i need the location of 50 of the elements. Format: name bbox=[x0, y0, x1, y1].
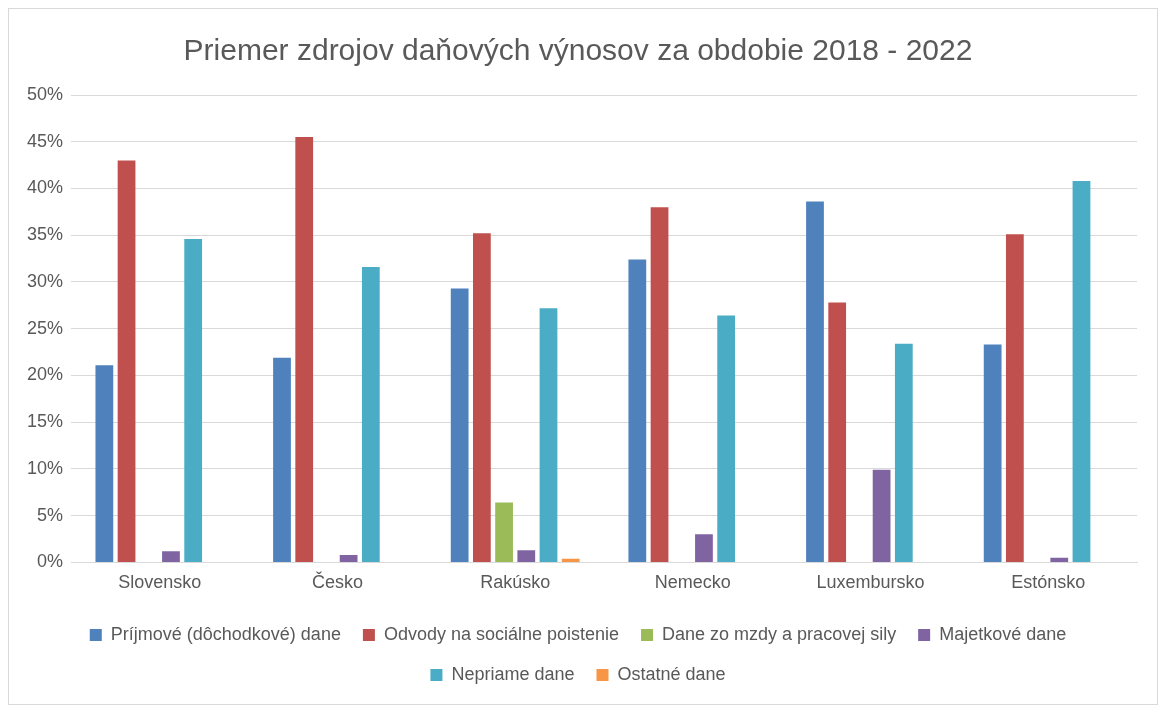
y-tick-label: 20% bbox=[27, 364, 64, 385]
bar bbox=[561, 558, 580, 562]
y-tick-label: 0% bbox=[37, 551, 64, 572]
bar bbox=[1050, 557, 1069, 562]
bar bbox=[628, 259, 647, 562]
y-tick-label: 25% bbox=[27, 317, 64, 338]
legend-label: Dane zo mzdy a pracovej sily bbox=[662, 623, 897, 644]
bar bbox=[539, 308, 558, 562]
bar bbox=[95, 365, 114, 562]
y-tick-label: 30% bbox=[27, 270, 64, 291]
bar bbox=[273, 357, 291, 562]
y-tick-label: 5% bbox=[37, 504, 64, 525]
bar bbox=[1005, 234, 1024, 562]
bar bbox=[983, 344, 1002, 562]
bar bbox=[650, 207, 669, 562]
chart-title: Priemer zdrojov daňových výnosov za obdobie 2018 - 2022 bbox=[183, 33, 973, 67]
bar bbox=[872, 469, 891, 562]
legend-label: Odvody na sociálne poistenie bbox=[383, 623, 620, 644]
x-tick-label: Luxembursko bbox=[816, 572, 925, 593]
bar bbox=[472, 233, 491, 562]
legend-label: Príjmové (dôchodkové) dane bbox=[110, 623, 341, 644]
x-tick-label: Slovensko bbox=[118, 572, 202, 593]
bar bbox=[117, 160, 136, 562]
bar bbox=[517, 550, 536, 562]
y-tick-label: 10% bbox=[27, 457, 64, 478]
y-tick-label: 40% bbox=[27, 177, 64, 198]
x-tick-label: Česko bbox=[312, 571, 364, 593]
bar bbox=[894, 343, 913, 562]
legend-label: Nepriame dane bbox=[451, 663, 575, 684]
bar bbox=[495, 502, 513, 562]
y-tick-label: 45% bbox=[27, 130, 64, 151]
bar bbox=[295, 137, 314, 562]
bar bbox=[339, 554, 358, 562]
bar bbox=[450, 288, 469, 562]
bar bbox=[162, 551, 180, 562]
bar bbox=[184, 238, 203, 562]
legend-label: Ostatné dane bbox=[617, 663, 726, 684]
bar bbox=[806, 201, 824, 562]
x-tick-label: Nemecko bbox=[654, 572, 731, 593]
bar bbox=[695, 534, 713, 562]
bar bbox=[828, 302, 847, 562]
bar bbox=[361, 267, 380, 562]
y-tick-label: 50% bbox=[27, 83, 64, 104]
bar bbox=[717, 315, 736, 562]
y-tick-label: 35% bbox=[27, 224, 64, 245]
legend-label: Majetkové dane bbox=[939, 623, 1067, 644]
y-tick-label: 15% bbox=[27, 411, 64, 432]
bar bbox=[1072, 181, 1091, 562]
x-tick-label: Estónsko bbox=[1011, 572, 1086, 593]
x-tick-label: Rakúsko bbox=[480, 572, 551, 593]
